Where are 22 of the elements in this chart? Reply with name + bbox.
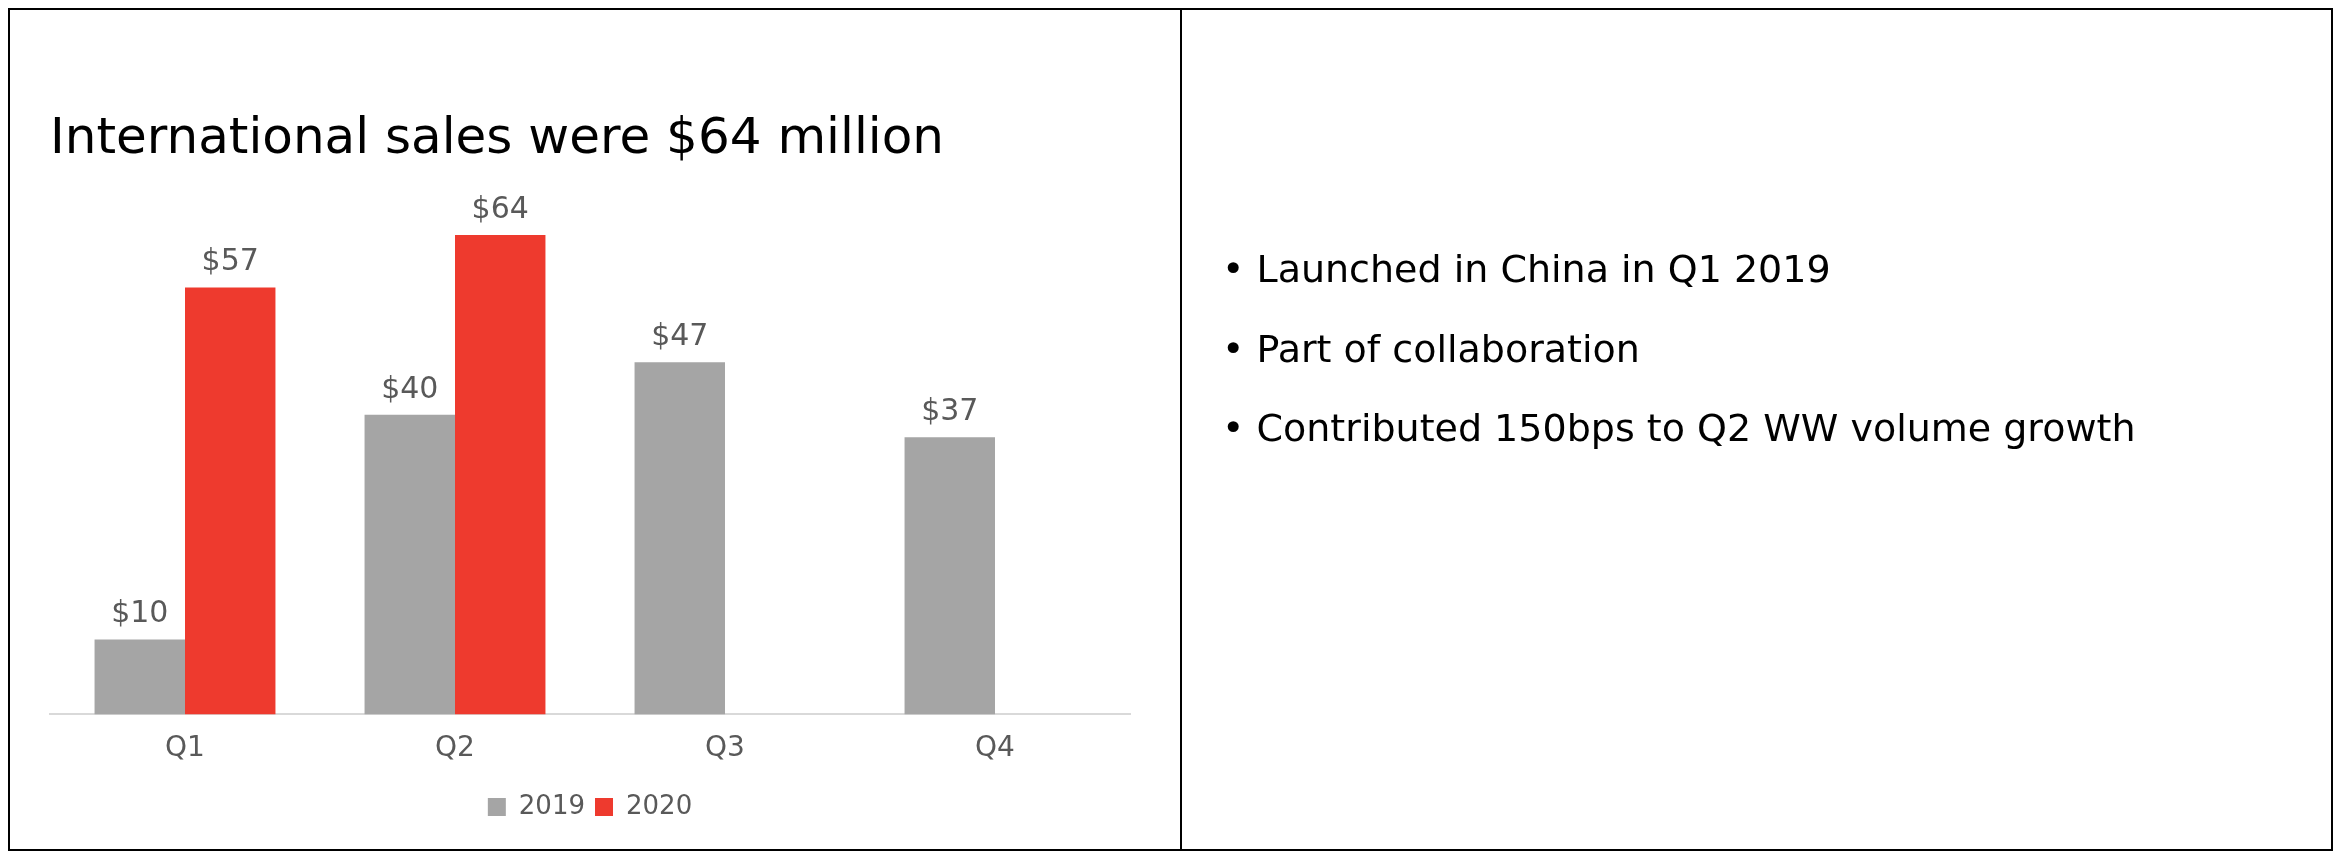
bar (364, 414, 455, 715)
x-tick-label: Q2 (435, 730, 475, 764)
data-label: $10 (111, 594, 169, 630)
bar (94, 639, 185, 715)
bar (455, 234, 546, 715)
text: • Contributed 150bps to Q2 WW volume growth (1222, 405, 2136, 453)
legend-label: 2019 (518, 789, 585, 820)
data-label: $47 (651, 317, 709, 353)
x-tick-label: Q1 (165, 730, 205, 764)
data-label: $40 (381, 369, 439, 405)
legend-label: 2020 (626, 789, 693, 820)
data-label: $64 (471, 189, 529, 225)
bar (185, 287, 276, 715)
x-tick-label: Q4 (975, 730, 1015, 764)
data-label: $57 (201, 242, 259, 278)
bar (634, 362, 725, 715)
x-tick-label: Q3 (705, 730, 745, 764)
text: • Part of collaboration (1222, 325, 1641, 373)
bar (904, 437, 995, 715)
data-label: $37 (921, 392, 979, 428)
text: • Launched in China in Q1 2019 (1222, 246, 1832, 294)
chart-title: International sales were $64 million (50, 106, 944, 165)
